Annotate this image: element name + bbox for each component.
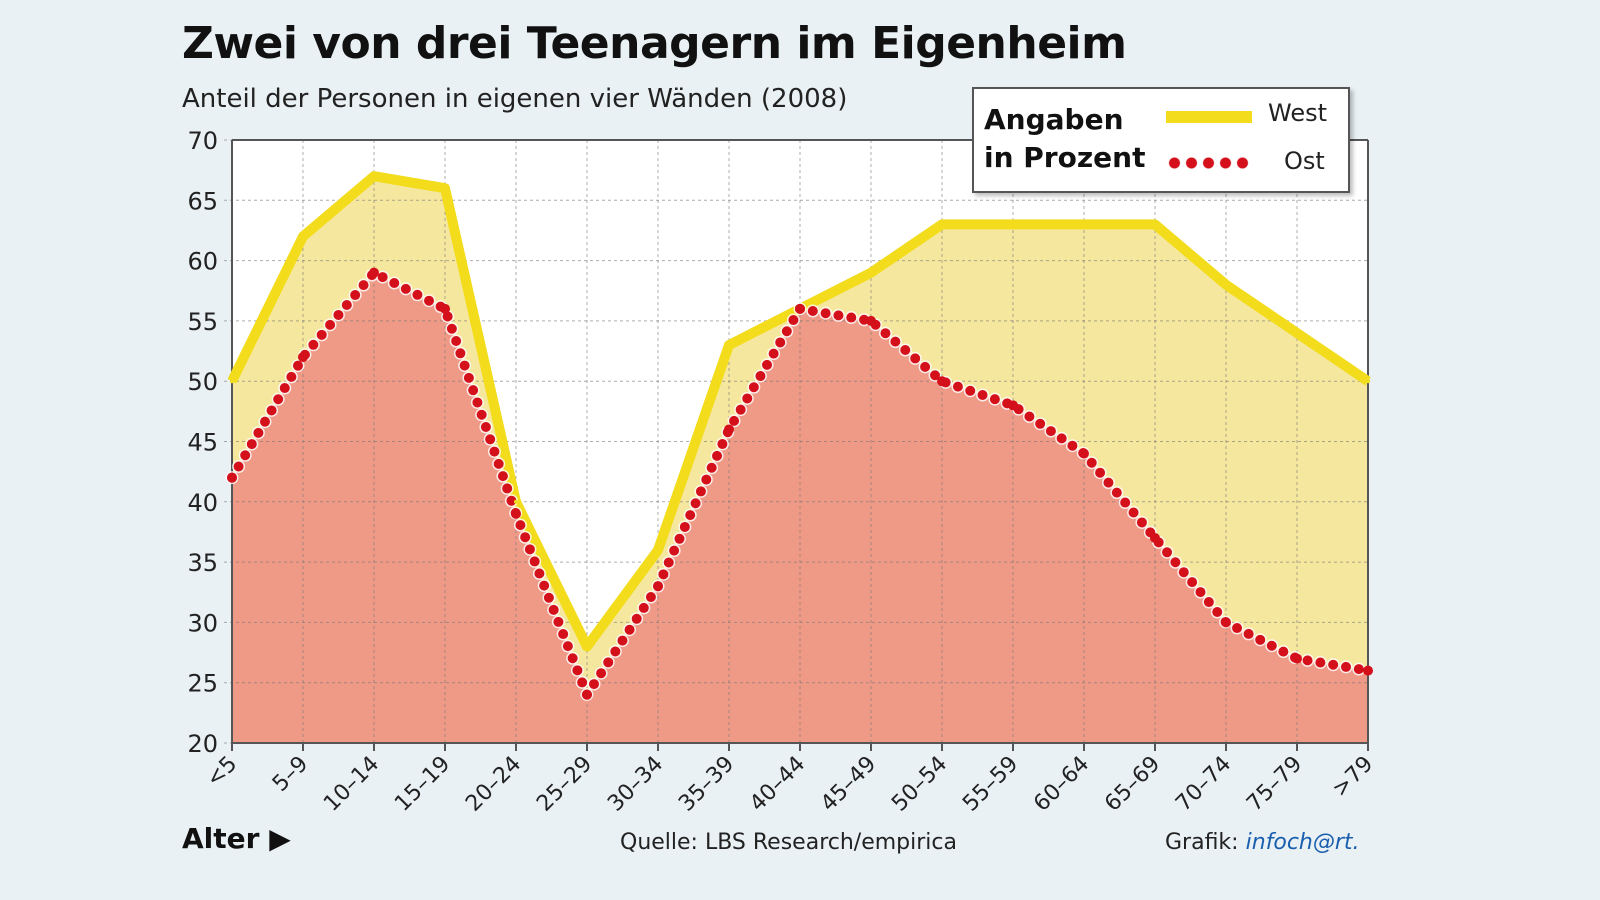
ost-point bbox=[440, 303, 450, 314]
west-point bbox=[230, 379, 234, 384]
y-tick-label: 50 bbox=[187, 368, 218, 396]
legend-ost-swatch bbox=[1166, 157, 1252, 169]
ost-point bbox=[1363, 665, 1373, 676]
y-tick-label: 60 bbox=[187, 248, 218, 276]
x-tick-label: 65–69 bbox=[1100, 752, 1165, 817]
legend-west-label: West bbox=[1268, 99, 1328, 127]
west-point bbox=[514, 499, 518, 504]
ost-point bbox=[937, 376, 947, 387]
x-tick-label: 45–49 bbox=[816, 752, 881, 817]
ost-point bbox=[1079, 448, 1089, 459]
ost-point bbox=[653, 581, 663, 592]
ost-point bbox=[866, 315, 876, 326]
y-tick-label: 25 bbox=[187, 670, 218, 698]
x-tick-label: 60–64 bbox=[1029, 752, 1094, 817]
west-point bbox=[1153, 222, 1157, 227]
west-point bbox=[1295, 330, 1299, 335]
ost-point bbox=[1221, 617, 1231, 628]
x-tick-label: 10–14 bbox=[319, 752, 384, 817]
x-tick-label: 55–59 bbox=[958, 752, 1023, 817]
ost-point bbox=[369, 267, 379, 278]
y-tick-label: 45 bbox=[187, 429, 218, 457]
west-point bbox=[727, 343, 731, 348]
west-point bbox=[869, 270, 873, 275]
west-point bbox=[443, 186, 447, 191]
x-tick-label: 50–54 bbox=[887, 752, 952, 817]
y-tick-label: 35 bbox=[187, 549, 218, 577]
west-point bbox=[656, 548, 660, 553]
x-tick-label: >79 bbox=[1328, 752, 1379, 803]
ost-point bbox=[511, 508, 521, 519]
west-point bbox=[940, 222, 944, 227]
ost-point bbox=[724, 424, 734, 435]
y-tick-label: 55 bbox=[187, 308, 218, 336]
ost-point bbox=[1008, 400, 1018, 411]
west-point bbox=[1366, 379, 1370, 384]
west-point bbox=[1224, 282, 1228, 287]
x-tick-label: 30–34 bbox=[603, 752, 668, 817]
y-tick-label: 40 bbox=[187, 489, 218, 517]
y-tick-label: 30 bbox=[187, 609, 218, 637]
west-point bbox=[585, 644, 589, 649]
x-tick-label: 75–79 bbox=[1242, 752, 1307, 817]
x-axis-label: Alter ▶ bbox=[182, 822, 291, 855]
x-tick-label: 40–44 bbox=[745, 752, 810, 817]
ost-point bbox=[298, 352, 308, 363]
x-tick-label: 5–9 bbox=[268, 752, 313, 797]
x-tick-label: 70–74 bbox=[1171, 752, 1236, 817]
y-tick-label: 70 bbox=[187, 127, 218, 155]
source-note: Quelle: LBS Research/empirica bbox=[620, 830, 957, 855]
ost-point bbox=[582, 689, 592, 700]
x-tick-label: 25–29 bbox=[532, 752, 597, 817]
west-point bbox=[1082, 222, 1086, 227]
chart-subtitle: Anteil der Personen in eigenen vier Wänd… bbox=[182, 84, 848, 114]
credit-brand: infoch@rt. bbox=[1245, 830, 1360, 855]
ost-point bbox=[1292, 653, 1302, 664]
west-point bbox=[372, 174, 376, 179]
x-tick-label: 15–19 bbox=[390, 752, 455, 817]
x-tick-label: 35–39 bbox=[674, 752, 739, 817]
credit-note: Grafik: infoch@rt. bbox=[1165, 830, 1360, 855]
legend: Angaben in Prozent West Ost bbox=[972, 87, 1350, 193]
y-tick-label: 65 bbox=[187, 187, 218, 215]
legend-title: Angaben in Prozent bbox=[984, 103, 1146, 174]
west-point bbox=[1011, 222, 1015, 227]
legend-ost-label: Ost bbox=[1284, 147, 1325, 175]
legend-west-swatch bbox=[1166, 111, 1252, 123]
ost-point bbox=[795, 303, 805, 314]
credit-prefix: Grafik: bbox=[1165, 830, 1246, 855]
chart-title: Zwei von drei Teenagern im Eigenheim bbox=[182, 18, 1127, 69]
ost-point bbox=[1150, 532, 1160, 543]
west-point bbox=[301, 234, 305, 239]
y-tick-label: 20 bbox=[187, 730, 218, 758]
ost-point bbox=[227, 472, 237, 483]
x-tick-label: 20–24 bbox=[461, 752, 526, 817]
